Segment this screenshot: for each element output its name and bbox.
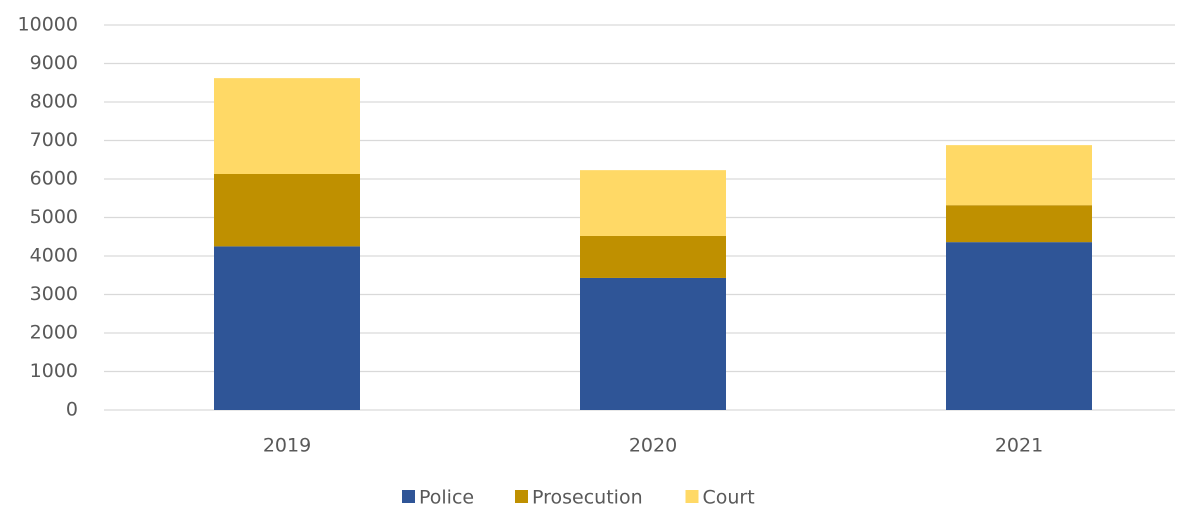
legend-swatch xyxy=(515,490,528,503)
y-tick-label: 6000 xyxy=(30,168,78,190)
y-tick-label: 10000 xyxy=(18,14,78,36)
legend-swatch xyxy=(685,490,699,503)
legend-swatch xyxy=(402,490,415,503)
y-tick-label: 3000 xyxy=(30,283,78,305)
bar-segment xyxy=(946,242,1092,410)
y-tick-label: 7000 xyxy=(30,129,78,151)
bar-segment xyxy=(580,277,726,410)
legend-label: Prosecution xyxy=(532,487,643,509)
bar-segment xyxy=(214,246,360,410)
bar-segment xyxy=(214,173,360,247)
y-tick-label: 5000 xyxy=(30,206,78,228)
x-tick-label: 2019 xyxy=(263,435,311,457)
legend-label: Police xyxy=(419,487,474,509)
y-tick-label: 8000 xyxy=(30,91,78,113)
y-tick-label: 4000 xyxy=(30,245,78,267)
y-tick-label: 2000 xyxy=(30,322,78,344)
y-tick-label: 1000 xyxy=(30,360,78,382)
legend-label: Court xyxy=(703,487,755,509)
y-tick-label: 9000 xyxy=(30,52,78,74)
x-tick-label: 2020 xyxy=(629,435,677,457)
bar-segment xyxy=(946,145,1092,206)
bar-segment xyxy=(214,78,360,174)
bar-segment xyxy=(580,170,726,236)
y-tick-label: 0 xyxy=(66,399,78,421)
bar-segment xyxy=(580,235,726,278)
x-tick-label: 2021 xyxy=(995,435,1043,457)
bar-segment xyxy=(946,205,1092,243)
